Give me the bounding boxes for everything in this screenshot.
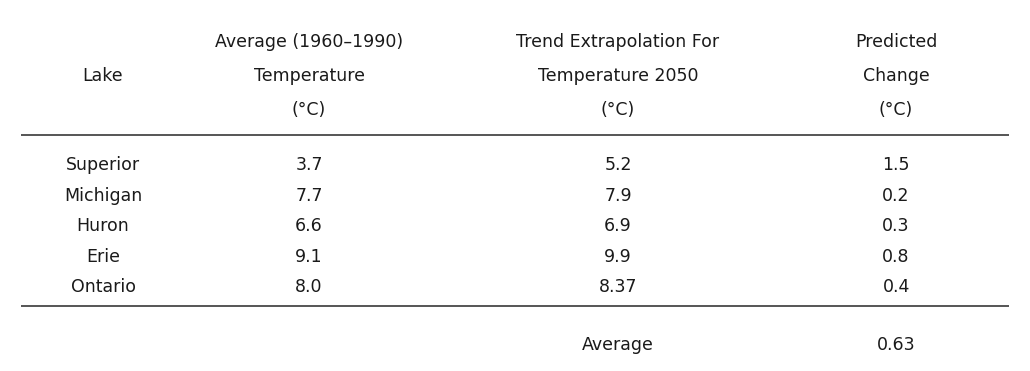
Text: 6.6: 6.6: [296, 217, 322, 235]
Text: 3.7: 3.7: [296, 157, 322, 174]
Text: 7.9: 7.9: [605, 187, 631, 205]
Text: 7.7: 7.7: [296, 187, 322, 205]
Text: 0.63: 0.63: [877, 336, 916, 354]
Text: Predicted: Predicted: [855, 33, 937, 51]
Text: Average: Average: [582, 336, 654, 354]
Text: 0.2: 0.2: [883, 187, 909, 205]
Text: Huron: Huron: [76, 217, 130, 235]
Text: 9.9: 9.9: [605, 248, 631, 266]
Text: Lake: Lake: [82, 67, 124, 85]
Text: 5.2: 5.2: [605, 157, 631, 174]
Text: 9.1: 9.1: [296, 248, 322, 266]
Text: Change: Change: [863, 67, 929, 85]
Text: Erie: Erie: [85, 248, 121, 266]
Text: 0.8: 0.8: [883, 248, 909, 266]
Text: 1.5: 1.5: [883, 157, 909, 174]
Text: Superior: Superior: [66, 157, 140, 174]
Text: Average (1960–1990): Average (1960–1990): [215, 33, 403, 51]
Text: (°C): (°C): [291, 101, 327, 119]
Text: Trend Extrapolation For: Trend Extrapolation For: [516, 33, 720, 51]
Text: Michigan: Michigan: [64, 187, 142, 205]
Text: 8.37: 8.37: [598, 278, 638, 296]
Text: 0.4: 0.4: [883, 278, 909, 296]
Text: 8.0: 8.0: [296, 278, 322, 296]
Text: (°C): (°C): [879, 101, 914, 119]
Text: Temperature 2050: Temperature 2050: [538, 67, 698, 85]
Text: (°C): (°C): [600, 101, 636, 119]
Text: Ontario: Ontario: [70, 278, 136, 296]
Text: 0.3: 0.3: [883, 217, 909, 235]
Text: Temperature: Temperature: [253, 67, 365, 85]
Text: 6.9: 6.9: [605, 217, 631, 235]
